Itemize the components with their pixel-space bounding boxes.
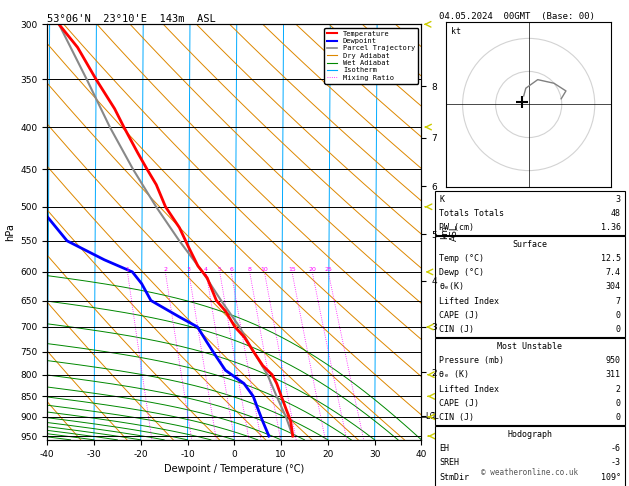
Text: Hodograph: Hodograph — [508, 430, 552, 439]
Text: CIN (J): CIN (J) — [439, 325, 474, 334]
Text: © weatheronline.co.uk: © weatheronline.co.uk — [481, 468, 579, 477]
Y-axis label: hPa: hPa — [4, 223, 14, 241]
Text: 48: 48 — [611, 208, 621, 218]
Text: 7: 7 — [616, 296, 621, 306]
Text: 15: 15 — [288, 267, 296, 272]
Text: Dewp (°C): Dewp (°C) — [439, 268, 484, 278]
Text: Totals Totals: Totals Totals — [439, 208, 504, 218]
Legend: Temperature, Dewpoint, Parcel Trajectory, Dry Adiabat, Wet Adiabat, Isotherm, Mi: Temperature, Dewpoint, Parcel Trajectory… — [324, 28, 418, 84]
Text: 10: 10 — [260, 267, 269, 272]
Text: 950: 950 — [606, 356, 621, 365]
Text: StmDir: StmDir — [439, 472, 469, 482]
Text: -3: -3 — [611, 458, 621, 468]
Text: K: K — [439, 194, 444, 204]
Text: Most Unstable: Most Unstable — [498, 342, 562, 351]
Text: 1: 1 — [126, 267, 130, 272]
Text: 3: 3 — [187, 267, 191, 272]
Text: SREH: SREH — [439, 458, 459, 468]
Text: 12.5: 12.5 — [601, 254, 621, 263]
Text: 7.4: 7.4 — [606, 268, 621, 278]
Text: PW (cm): PW (cm) — [439, 223, 474, 232]
Text: kt: kt — [451, 27, 461, 36]
Text: 8: 8 — [248, 267, 252, 272]
Text: 25: 25 — [325, 267, 332, 272]
Text: θₑ(K): θₑ(K) — [439, 282, 464, 292]
Text: Lifted Index: Lifted Index — [439, 384, 499, 394]
Text: CIN (J): CIN (J) — [439, 413, 474, 422]
Text: θₑ (K): θₑ (K) — [439, 370, 469, 380]
Text: Pressure (mb): Pressure (mb) — [439, 356, 504, 365]
Text: CAPE (J): CAPE (J) — [439, 399, 479, 408]
Text: Temp (°C): Temp (°C) — [439, 254, 484, 263]
Text: 2: 2 — [616, 384, 621, 394]
X-axis label: Dewpoint / Temperature (°C): Dewpoint / Temperature (°C) — [164, 464, 304, 474]
Text: 304: 304 — [606, 282, 621, 292]
Text: EH: EH — [439, 444, 449, 453]
Text: 4: 4 — [204, 267, 208, 272]
Text: LCL: LCL — [425, 412, 439, 421]
Text: 109°: 109° — [601, 472, 621, 482]
Text: 0: 0 — [616, 311, 621, 320]
Text: Lifted Index: Lifted Index — [439, 296, 499, 306]
Text: 0: 0 — [616, 413, 621, 422]
Text: -6: -6 — [611, 444, 621, 453]
Text: 2: 2 — [164, 267, 167, 272]
Y-axis label: km
ASL: km ASL — [440, 224, 459, 241]
Text: CAPE (J): CAPE (J) — [439, 311, 479, 320]
Text: 311: 311 — [606, 370, 621, 380]
Text: 5: 5 — [218, 267, 221, 272]
Text: 20: 20 — [308, 267, 316, 272]
Text: 1.36: 1.36 — [601, 223, 621, 232]
Text: 6: 6 — [229, 267, 233, 272]
Text: 0: 0 — [616, 399, 621, 408]
Text: 53°06'N  23°10'E  143m  ASL: 53°06'N 23°10'E 143m ASL — [47, 14, 216, 23]
Text: 3: 3 — [616, 194, 621, 204]
Text: 04.05.2024  00GMT  (Base: 00): 04.05.2024 00GMT (Base: 00) — [439, 12, 595, 21]
Text: 0: 0 — [616, 325, 621, 334]
Text: Surface: Surface — [513, 240, 547, 249]
